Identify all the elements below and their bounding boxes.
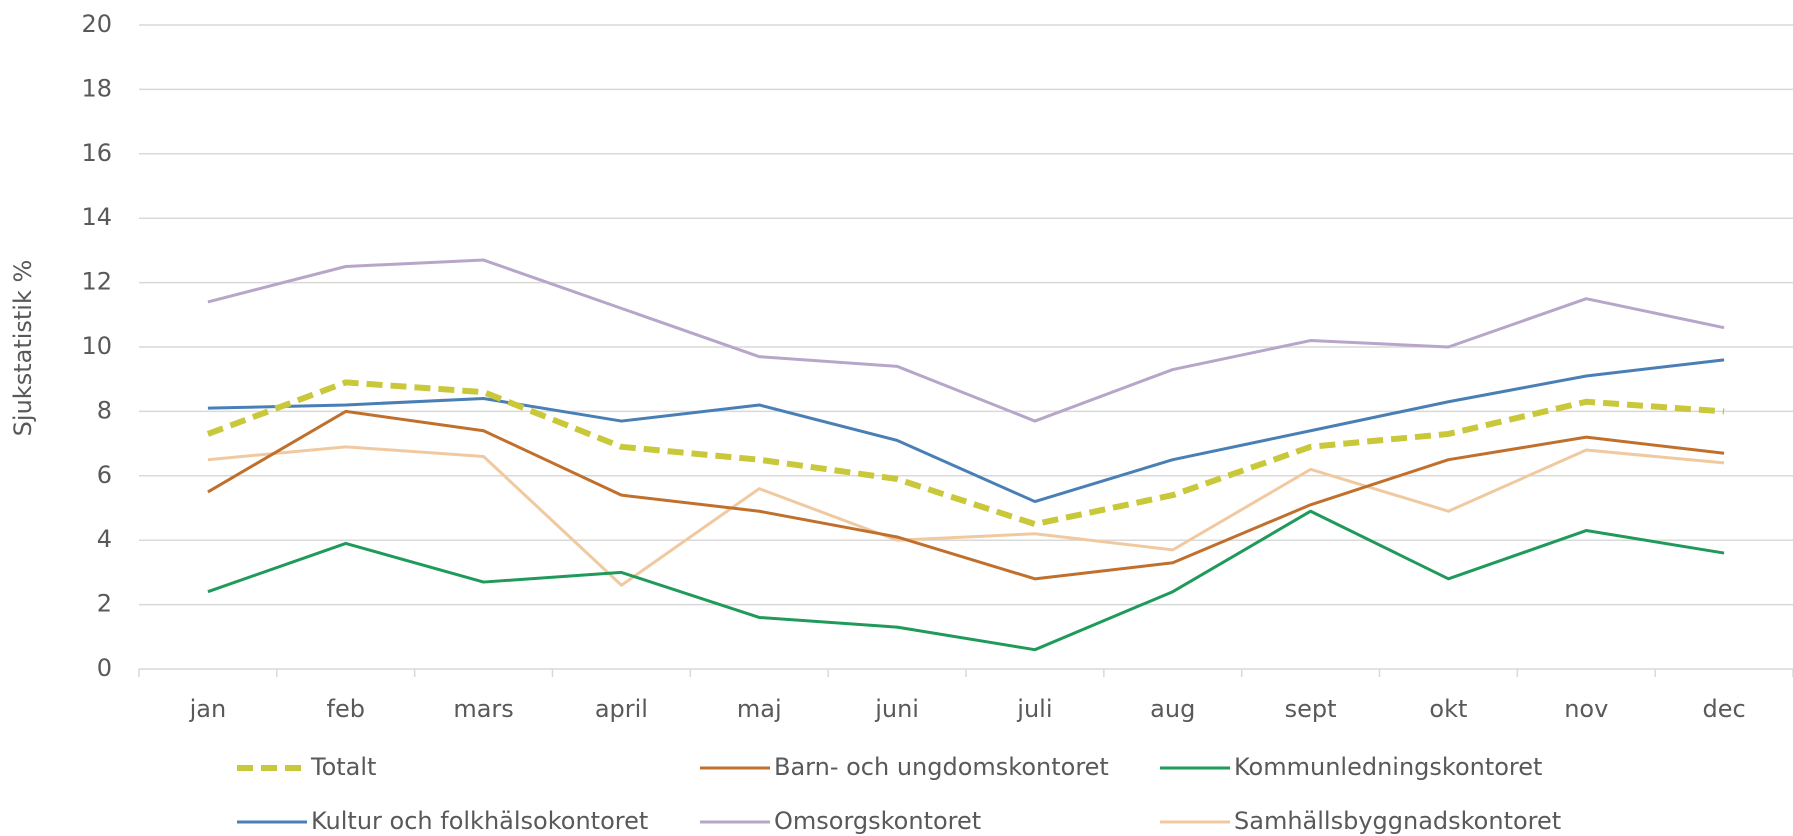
y-tick-label: 16 [81,139,112,167]
y-axis-label: Sjukstatistik % [9,260,37,437]
x-tick-label: juni [874,695,919,723]
y-tick-label: 0 [97,654,112,682]
y-tick-label: 18 [81,74,112,102]
legend-label: Kommunledningskontoret [1234,753,1542,781]
y-tick-label: 4 [97,525,112,553]
legend-label: Omsorgskontoret [774,807,981,835]
x-tick-label: aug [1150,695,1195,723]
y-tick-label: 12 [81,268,112,296]
series-line [207,445,1725,587]
y-tick-label: 14 [81,203,112,231]
legend-label: Barn- och ungdomskontoret [774,753,1109,781]
series-line [207,358,1725,504]
legend-label: Kultur och folkhälsokontoret [311,807,648,835]
legend-label: Samhällsbyggnadskontoret [1234,807,1561,835]
y-tick-label: 6 [97,461,112,489]
legend-label: Totalt [310,753,376,781]
x-tick-label: dec [1702,695,1745,723]
series-line [207,509,1725,652]
y-tick-label: 2 [97,590,112,618]
x-tick-label: maj [737,695,782,723]
x-tick-label: feb [327,695,365,723]
x-tick-label: mars [453,695,513,723]
x-tick-label: april [595,695,648,723]
x-tick-label: okt [1429,695,1467,723]
x-tick-label: juli [1016,695,1052,723]
y-tick-label: 10 [81,332,112,360]
x-tick-label: jan [189,695,227,723]
y-tick-label: 20 [81,10,112,38]
x-tick-label: nov [1564,695,1608,723]
series-line [206,379,1725,528]
y-tick-label: 8 [97,396,112,424]
series-line [207,409,1725,581]
series-line [207,258,1725,423]
x-tick-label: sept [1285,695,1337,723]
